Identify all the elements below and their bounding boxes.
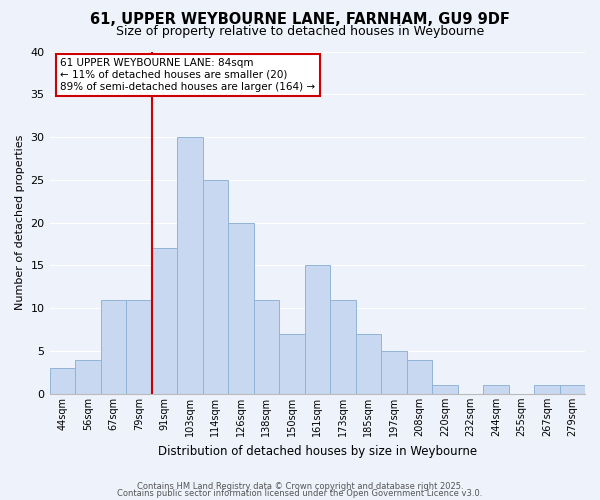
Text: Contains HM Land Registry data © Crown copyright and database right 2025.: Contains HM Land Registry data © Crown c… [137,482,463,491]
Bar [356,334,381,394]
Bar [407,360,432,394]
Bar [254,300,279,394]
Bar [305,266,330,394]
Bar [126,300,152,394]
Bar [50,368,75,394]
Bar [101,300,126,394]
Bar [483,386,509,394]
Bar [152,248,177,394]
Text: Contains public sector information licensed under the Open Government Licence v3: Contains public sector information licen… [118,490,482,498]
Bar [381,351,407,394]
X-axis label: Distribution of detached houses by size in Weybourne: Distribution of detached houses by size … [158,444,477,458]
Bar [432,386,458,394]
Y-axis label: Number of detached properties: Number of detached properties [15,135,25,310]
Bar [228,222,254,394]
Bar [560,386,585,394]
Bar [534,386,560,394]
Bar [75,360,101,394]
Bar [279,334,305,394]
Bar [203,180,228,394]
Text: 61, UPPER WEYBOURNE LANE, FARNHAM, GU9 9DF: 61, UPPER WEYBOURNE LANE, FARNHAM, GU9 9… [90,12,510,28]
Bar [177,137,203,394]
Text: 61 UPPER WEYBOURNE LANE: 84sqm
← 11% of detached houses are smaller (20)
89% of : 61 UPPER WEYBOURNE LANE: 84sqm ← 11% of … [60,58,316,92]
Bar [330,300,356,394]
Text: Size of property relative to detached houses in Weybourne: Size of property relative to detached ho… [116,25,484,38]
